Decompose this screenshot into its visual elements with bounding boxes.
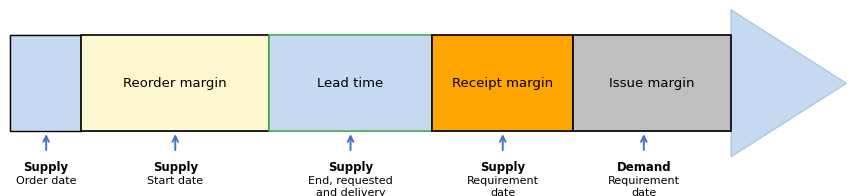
Text: Reorder margin: Reorder margin [123, 77, 227, 90]
Polygon shape [10, 10, 846, 157]
Text: Supply: Supply [481, 161, 525, 174]
Text: Supply: Supply [153, 161, 198, 174]
Text: Supply: Supply [328, 161, 373, 174]
Text: End, requested
and delivery: End, requested and delivery [308, 176, 393, 196]
Text: Receipt margin: Receipt margin [451, 77, 553, 90]
Text: Demand: Demand [616, 161, 671, 174]
Bar [81, 35, 269, 131]
Text: Requirement
date: Requirement date [608, 176, 680, 196]
Text: Lead time: Lead time [317, 77, 384, 90]
Text: Start date: Start date [147, 176, 203, 186]
Text: Issue margin: Issue margin [609, 77, 694, 90]
Bar [432, 35, 573, 131]
Text: Order date: Order date [16, 176, 76, 186]
Text: Requirement
date: Requirement date [467, 176, 539, 196]
Bar [269, 35, 432, 131]
Bar [10, 35, 81, 131]
Text: Supply: Supply [24, 161, 68, 174]
Bar [573, 35, 731, 131]
